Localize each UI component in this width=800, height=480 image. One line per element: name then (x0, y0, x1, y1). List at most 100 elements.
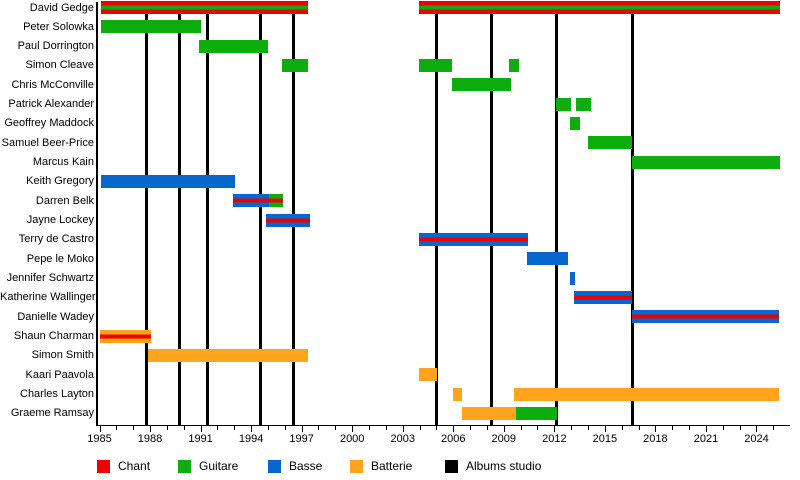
axis-minor-tick (234, 426, 236, 430)
axis-major-tick (756, 426, 758, 432)
timeline-bar (631, 310, 780, 324)
axis-minor-tick (520, 426, 522, 430)
axis-tick-label: 2021 (693, 433, 719, 445)
timeline-bar (268, 194, 284, 208)
member-label: Jayne Lockey (26, 214, 94, 227)
axis-tick-label: 2012 (542, 433, 567, 445)
axis-major-tick (251, 426, 253, 432)
timeline-bar (418, 58, 452, 72)
legend-item-albums: Albums studio (445, 460, 541, 473)
axis-minor-tick (537, 426, 539, 430)
member-label: Simon Smith (31, 349, 94, 362)
legend-swatch-guitare (178, 460, 191, 473)
axis-major-tick (99, 426, 101, 432)
axis-minor-tick (318, 426, 320, 430)
timeline-bar (418, 368, 438, 382)
axis-minor-tick (739, 426, 741, 430)
timeline-bar (418, 232, 529, 246)
album-line (291, 2, 295, 425)
legend-label: Albums studio (466, 459, 542, 473)
album-line (434, 2, 438, 425)
axis-minor-tick (470, 426, 472, 430)
timeline-bar (101, 1, 309, 14)
timeline-bar (513, 387, 780, 401)
timeline-bar (631, 155, 781, 169)
timeline-bar (570, 116, 580, 130)
member-label: David Gedge (29, 1, 94, 14)
timeline-bar (418, 1, 781, 14)
axis-minor-tick (166, 426, 168, 430)
axis-major-tick (301, 426, 303, 432)
timeline-bar (233, 194, 269, 208)
legend-item-batterie: Batterie (350, 460, 412, 473)
axis-tick-label: 2006 (441, 433, 466, 445)
axis-minor-tick (689, 426, 691, 430)
timeline-bar (461, 406, 517, 420)
axis-tick-label: 2018 (643, 433, 668, 445)
member-label: Katherine Wallinger (0, 291, 96, 304)
legend-swatch-batterie (350, 460, 363, 473)
axis-minor-tick (486, 426, 488, 430)
axis-tick-label: 2015 (592, 433, 618, 445)
legend-swatch-basse (268, 460, 281, 473)
member-label: Shaun Charman (13, 330, 94, 343)
member-label: Keith Gregory (26, 175, 94, 188)
member-label: Terry de Castro (18, 233, 94, 246)
axis-minor-tick (419, 426, 421, 430)
axis-major-tick (604, 426, 606, 432)
axis-minor-tick (672, 426, 674, 430)
axis-tick-label: 1997 (289, 433, 314, 445)
axis-minor-tick (267, 426, 269, 430)
timeline-bar (266, 213, 311, 227)
axis-minor-tick (621, 426, 623, 430)
member-label: Simon Cleave (25, 59, 94, 72)
legend-label: Guitare (199, 459, 239, 473)
axis-tick-label: 2009 (491, 433, 517, 445)
timeline-bar (508, 58, 519, 72)
axis-major-tick (453, 426, 455, 432)
timeline-bar (282, 58, 309, 72)
axis-minor-tick (638, 426, 640, 430)
album-line (258, 2, 262, 425)
timeline-bar (516, 406, 557, 420)
member-label: Kaari Paavola (25, 368, 95, 381)
timeline-bar (556, 97, 572, 111)
axis-tick-label: 2000 (339, 433, 365, 445)
legend-item-guitare: Guitare (178, 460, 238, 473)
axis-major-tick (200, 426, 202, 432)
axis-major-tick (655, 426, 657, 432)
timeline-bar (99, 329, 151, 343)
axis-tick-label: 2024 (744, 433, 769, 445)
axis-tick-label: 2003 (390, 433, 415, 445)
timeline-bar (588, 136, 632, 150)
axis-minor-tick (773, 426, 775, 430)
member-label: Danielle Wadey (17, 310, 94, 323)
member-label: Darren Belk (35, 194, 94, 207)
legend-swatch-chant (97, 460, 110, 473)
axis-minor-tick (588, 426, 590, 430)
album-line (631, 2, 635, 425)
timeline-bar (198, 39, 268, 53)
x-axis (96, 425, 790, 426)
member-label: Chris McConville (11, 78, 94, 91)
axis-major-tick (705, 426, 707, 432)
legend-item-basse: Basse (268, 460, 322, 473)
member-label: Patrick Alexander (8, 98, 94, 111)
album-line (205, 2, 209, 425)
member-label: Peter Solowka (23, 20, 94, 33)
timeline-bar (148, 348, 308, 362)
member-label: Graeme Ramsay (10, 407, 94, 420)
axis-minor-tick (183, 426, 185, 430)
timeline-bar (101, 174, 236, 188)
album-line (178, 2, 182, 425)
member-label: Samuel Beer-Price (1, 136, 94, 149)
timeline-bar (453, 387, 462, 401)
axis-major-tick (352, 426, 354, 432)
axis-minor-tick (284, 426, 286, 430)
timeline-bar (573, 290, 632, 304)
album-line (145, 2, 149, 425)
timeline-bar (527, 252, 568, 266)
axis-tick-label: 1994 (238, 433, 264, 445)
legend-swatch-albums (445, 460, 458, 473)
axis-major-tick (503, 426, 505, 432)
